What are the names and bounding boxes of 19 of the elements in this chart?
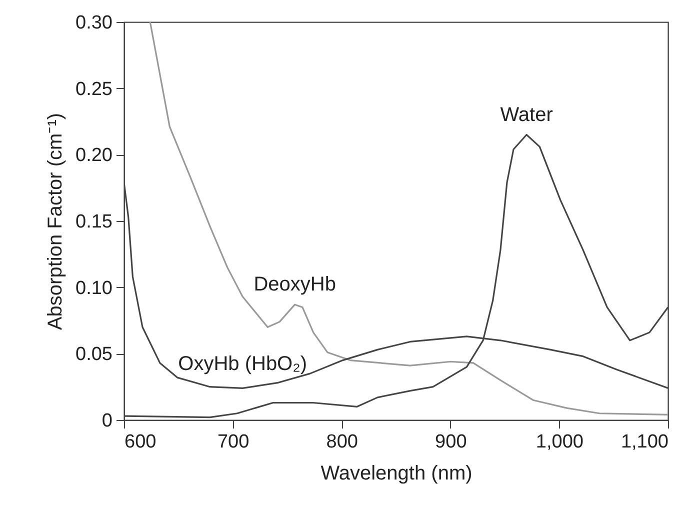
x-tick-label: 600	[124, 432, 156, 452]
y-axis-title: Absorption Factor (cm⁻¹)	[44, 112, 67, 330]
series-label: DeoxyHb	[254, 274, 336, 296]
y-tick-label: 0	[102, 410, 112, 432]
y-tick-label: 0.25	[76, 78, 112, 100]
y-tick-label: 0.15	[76, 212, 112, 232]
x-axis-title: Wavelength (nm)	[320, 462, 472, 484]
x-tick-label: 700	[217, 432, 250, 452]
series-label: Water	[500, 104, 554, 126]
x-tick-label: 1,000	[536, 432, 584, 452]
y-tick-label: 0.10	[76, 278, 112, 299]
y-tick-label: 0.30	[76, 12, 112, 34]
x-tick-label: 900	[435, 432, 467, 452]
y-tick-label: 0.05	[76, 344, 112, 366]
line-series	[149, 22, 668, 416]
series-label: OxyHb (HbO₂)	[178, 353, 308, 376]
x-tick-label: 1,100	[620, 432, 668, 452]
x-tick-label: 800	[326, 432, 358, 452]
y-tick-label: 0.20	[76, 145, 112, 166]
